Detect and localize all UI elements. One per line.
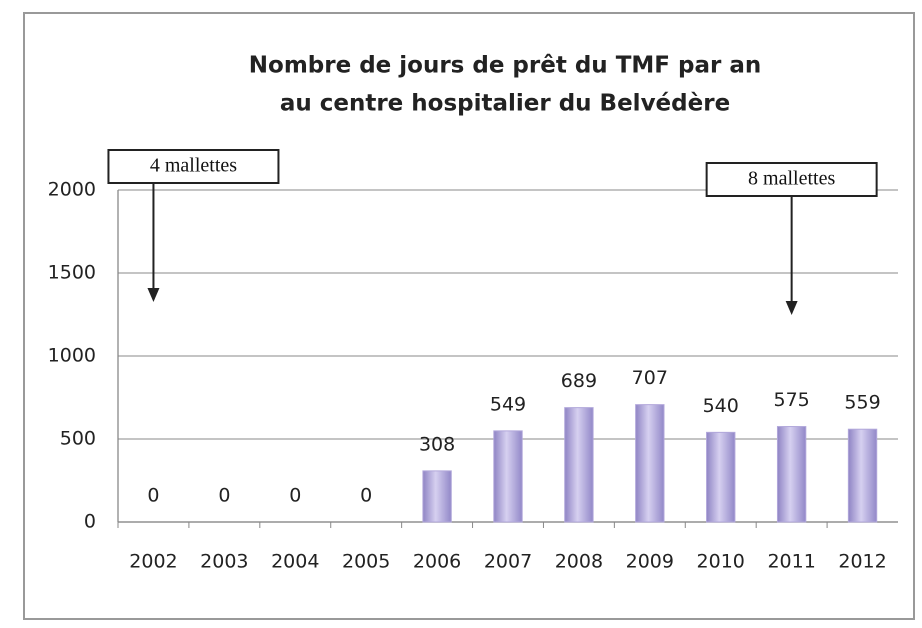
y-tick-label: 1500 xyxy=(48,262,96,284)
value-label: 689 xyxy=(561,370,597,392)
x-tick-label: 2003 xyxy=(200,551,248,573)
bar xyxy=(493,430,523,523)
x-tick-label: 2008 xyxy=(555,551,603,573)
bar xyxy=(635,404,665,523)
annotation-box xyxy=(107,149,280,184)
chart-frame xyxy=(23,12,915,620)
chart-title: Nombre de jours de prêt du TMF par an xyxy=(249,53,761,79)
value-label: 308 xyxy=(419,433,455,455)
bar xyxy=(776,426,807,523)
annotation-box xyxy=(705,162,878,197)
bar xyxy=(706,431,736,523)
value-label: 575 xyxy=(774,389,810,411)
annotation-arrowhead xyxy=(147,288,160,302)
annotation-text: 4 mallettes xyxy=(150,155,237,177)
x-tick-label: 2011 xyxy=(767,551,815,573)
x-tick-label: 2010 xyxy=(697,551,745,573)
value-label: 0 xyxy=(289,485,301,507)
value-label: 707 xyxy=(632,367,668,389)
bar xyxy=(422,470,452,523)
annotation-text: 8 mallettes xyxy=(748,168,835,190)
x-tick-label: 2006 xyxy=(413,551,461,573)
chart-title: au centre hospitalier du Belvédère xyxy=(280,91,730,117)
y-tick-label: 1000 xyxy=(48,345,96,367)
annotation-arrowhead xyxy=(785,301,798,315)
y-tick-label: 500 xyxy=(60,428,96,450)
x-tick-label: 2007 xyxy=(484,551,532,573)
bar xyxy=(564,407,594,523)
x-tick-label: 2012 xyxy=(838,551,886,573)
bar xyxy=(847,428,878,523)
value-label: 549 xyxy=(490,393,526,415)
x-tick-label: 2004 xyxy=(271,551,319,573)
value-label: 540 xyxy=(703,395,739,417)
y-tick-label: 2000 xyxy=(48,179,96,201)
x-tick-label: 2002 xyxy=(129,551,177,573)
x-tick-label: 2005 xyxy=(342,551,390,573)
value-label: 0 xyxy=(218,485,230,507)
x-tick-label: 2009 xyxy=(626,551,674,573)
value-label: 0 xyxy=(360,485,372,507)
value-label: 0 xyxy=(147,485,159,507)
value-label: 559 xyxy=(844,392,880,414)
y-tick-label: 0 xyxy=(84,511,96,533)
